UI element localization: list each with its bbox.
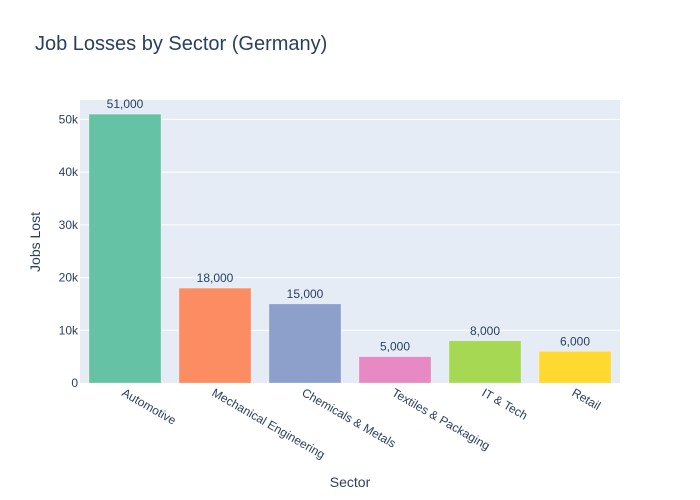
x-tick-label: Textiles & Packaging: [390, 385, 493, 452]
bar[interactable]: [448, 340, 522, 384]
plot-background: [80, 100, 620, 383]
x-tick-label: Automotive: [120, 385, 179, 427]
x-tick-label: Retail: [570, 385, 604, 412]
chart-title: Job Losses by Sector (Germany): [35, 33, 327, 55]
y-tick-label: 40k: [59, 165, 79, 179]
data-label: 6,000: [560, 334, 590, 348]
x-tick-label: IT & Tech: [480, 385, 531, 422]
bar[interactable]: [88, 113, 162, 384]
data-label: 18,000: [197, 271, 234, 285]
y-tick-label: 30k: [59, 218, 79, 232]
y-tick-label: 20k: [59, 271, 79, 285]
y-tick-label: 50k: [59, 112, 79, 126]
bar[interactable]: [358, 356, 432, 384]
y-tick-label: 10k: [59, 323, 79, 337]
data-label: 8,000: [470, 324, 500, 338]
y-tick-label: 0: [71, 376, 78, 390]
y-axis-label: Jobs Lost: [27, 212, 43, 272]
data-label: 15,000: [287, 287, 324, 301]
bar[interactable]: [538, 351, 612, 384]
data-label: 51,000: [107, 97, 144, 111]
bar[interactable]: [268, 303, 342, 384]
data-label: 5,000: [380, 340, 410, 354]
x-axis-label: Sector: [330, 474, 371, 490]
bar[interactable]: [178, 287, 252, 384]
